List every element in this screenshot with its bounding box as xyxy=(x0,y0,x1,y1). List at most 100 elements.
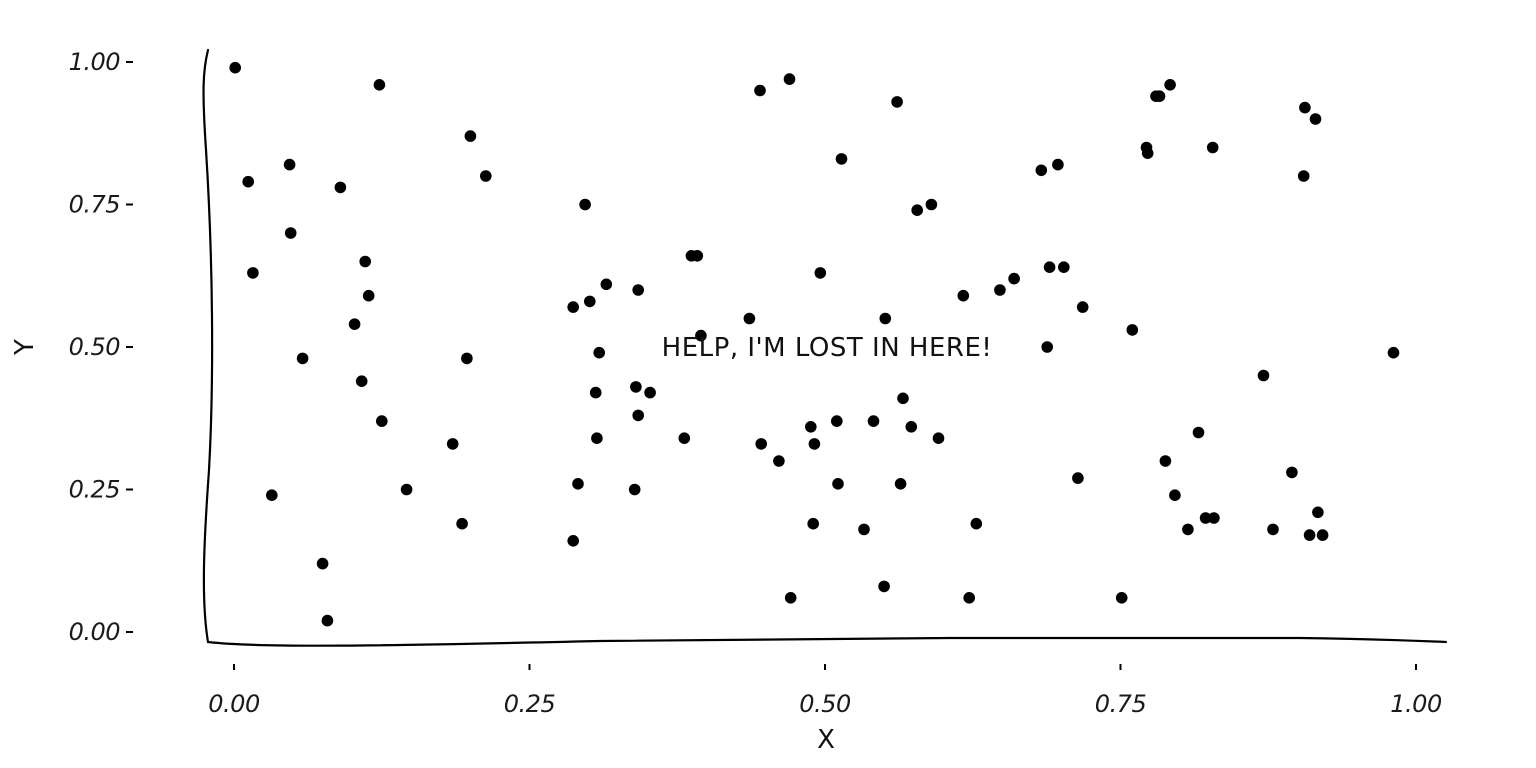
data-point-80 xyxy=(1141,147,1154,159)
data-point-30 xyxy=(593,346,605,359)
data-point-47 xyxy=(805,421,817,433)
data-point-35 xyxy=(632,284,644,296)
data-point-56 xyxy=(878,580,890,593)
data-point-94 xyxy=(1297,170,1310,182)
data-point-64 xyxy=(932,432,945,445)
data-point-12 xyxy=(355,375,368,388)
y-axis-label: Y xyxy=(10,339,40,356)
data-point-31 xyxy=(600,278,613,291)
data-point-98 xyxy=(1312,506,1324,519)
data-point-37 xyxy=(678,432,691,445)
data-point-39 xyxy=(691,250,704,262)
data-point-27 xyxy=(584,295,596,308)
data-points xyxy=(229,61,1400,627)
data-point-44 xyxy=(773,455,785,467)
data-point-6 xyxy=(284,227,297,239)
data-point-78 xyxy=(1126,324,1139,336)
data-point-23 xyxy=(567,301,579,313)
data-point-29 xyxy=(591,432,603,445)
chart-annotation: HELP, I'M LOST IN HERE! xyxy=(662,333,993,363)
x-tick-label-3: 0.50 xyxy=(799,690,851,718)
data-point-90 xyxy=(1208,512,1220,524)
data-point-75 xyxy=(1072,472,1084,484)
data-point-18 xyxy=(446,438,459,450)
data-point-59 xyxy=(894,478,907,490)
data-point-63 xyxy=(925,198,938,211)
data-point-69 xyxy=(1008,272,1020,285)
data-point-66 xyxy=(963,592,975,604)
data-point-60 xyxy=(897,392,909,405)
data-point-2 xyxy=(242,175,254,188)
data-point-72 xyxy=(1043,261,1056,274)
data-point-58 xyxy=(891,96,903,108)
data-point-3 xyxy=(247,267,259,279)
data-point-73 xyxy=(1052,158,1064,171)
x-tick-label-1: 0.00 xyxy=(208,690,260,718)
data-point-71 xyxy=(1041,341,1053,353)
data-point-61 xyxy=(905,421,918,433)
data-point-1 xyxy=(229,61,241,74)
data-point-50 xyxy=(814,267,827,279)
data-point-7 xyxy=(296,352,309,365)
data-point-43 xyxy=(755,438,767,450)
data-point-52 xyxy=(832,478,844,490)
data-point-46 xyxy=(784,592,797,604)
data-point-74 xyxy=(1058,261,1070,274)
data-point-21 xyxy=(464,130,477,142)
y-axis-line xyxy=(202,48,214,644)
data-point-17 xyxy=(400,483,413,496)
x-axis-label: X xyxy=(817,725,835,755)
data-point-51 xyxy=(831,415,843,427)
data-point-77 xyxy=(1115,592,1128,604)
data-point-76 xyxy=(1076,301,1089,313)
data-point-40 xyxy=(695,329,707,342)
x-tick-label-2: 0.25 xyxy=(504,690,555,718)
data-point-14 xyxy=(362,289,375,302)
data-point-96 xyxy=(1303,529,1316,541)
data-point-42 xyxy=(754,84,766,97)
x-axis-line xyxy=(206,636,1448,647)
data-point-9 xyxy=(321,614,334,627)
data-point-5 xyxy=(283,158,296,171)
data-point-84 xyxy=(1164,79,1176,91)
data-point-19 xyxy=(456,517,468,530)
data-point-82 xyxy=(1153,90,1166,102)
data-point-16 xyxy=(376,415,388,427)
x-tick-label-5: 1.00 xyxy=(1390,690,1442,718)
x-tick-label-4: 0.75 xyxy=(1095,690,1146,718)
data-point-45 xyxy=(783,73,796,85)
data-point-20 xyxy=(461,352,473,365)
data-point-92 xyxy=(1267,523,1279,536)
data-point-89 xyxy=(1206,141,1219,154)
data-point-49 xyxy=(808,438,821,450)
data-point-91 xyxy=(1257,369,1270,382)
data-point-86 xyxy=(1182,523,1194,536)
data-point-33 xyxy=(630,381,642,393)
data-point-57 xyxy=(879,312,892,325)
data-point-32 xyxy=(628,483,641,496)
data-point-13 xyxy=(359,255,372,268)
data-point-100 xyxy=(1387,346,1400,359)
data-point-54 xyxy=(858,523,870,536)
data-point-4 xyxy=(266,489,278,502)
data-point-65 xyxy=(957,289,970,302)
data-point-95 xyxy=(1299,101,1311,114)
data-point-28 xyxy=(589,386,602,399)
data-point-83 xyxy=(1159,455,1172,467)
data-point-88 xyxy=(1199,512,1212,524)
y-tick-label-3: 0.50 xyxy=(69,333,121,361)
data-point-70 xyxy=(1035,164,1048,177)
y-tick-label-5: 1.00 xyxy=(69,48,121,76)
data-point-67 xyxy=(970,517,983,530)
data-point-68 xyxy=(994,284,1006,296)
data-point-85 xyxy=(1169,489,1181,502)
data-point-26 xyxy=(579,198,591,211)
y-axis-ticks: 0.00 0.25 0.50 0.75 1.00 xyxy=(69,48,133,646)
data-point-41 xyxy=(743,312,756,325)
data-point-8 xyxy=(316,557,329,570)
y-tick-label-4: 0.75 xyxy=(69,191,120,219)
data-point-48 xyxy=(807,517,819,530)
data-point-87 xyxy=(1192,426,1205,439)
data-point-99 xyxy=(1316,529,1329,541)
